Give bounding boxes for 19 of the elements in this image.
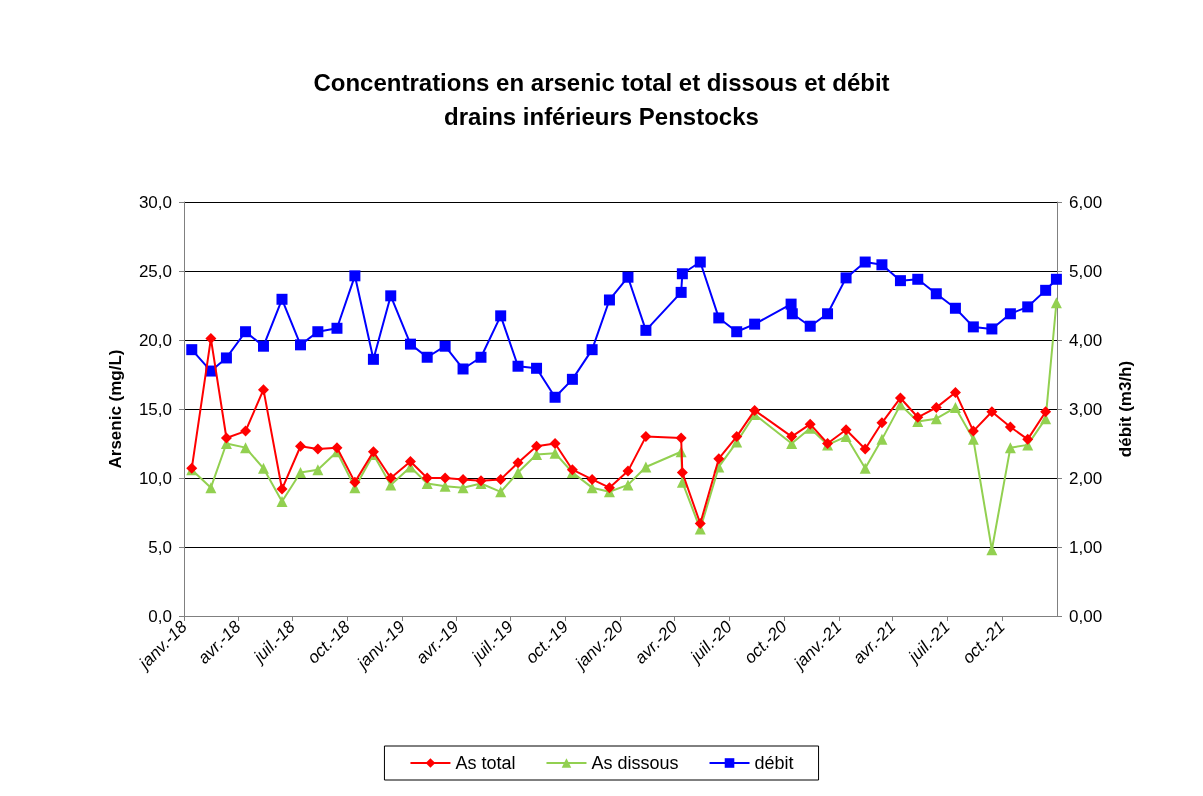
y2-tick-label: 3,00 [1069,399,1103,419]
legend-label: As dissous [591,753,679,773]
y-tick-label: 5,0 [148,537,172,557]
y-tick-label: 20,0 [138,330,172,350]
legend-label: débit [754,753,794,773]
y2-tick-label: 2,00 [1069,468,1103,488]
y2-axis-title: débit (m3/h) [1116,360,1135,458]
y2-tick-label: 4,00 [1069,330,1103,350]
chart-title: Concentrations en arsenic total et dissous et débit drains inférieurs Penstocks [313,68,890,130]
y2-tick-label: 0,00 [1069,606,1103,626]
y-tick-label: 25,0 [138,261,172,281]
y2-tick-label: 1,00 [1069,537,1103,557]
y-tick-label: 30,0 [138,192,172,212]
y-tick-label: 10,0 [138,468,172,488]
y-axis-title: Arsenic (mg/L) [106,349,125,469]
y2-tick-label: 5,00 [1069,261,1103,281]
legend-label: As total [455,753,516,773]
y-tick-label: 15,0 [138,399,172,419]
y2-tick-label: 6,00 [1069,192,1103,212]
